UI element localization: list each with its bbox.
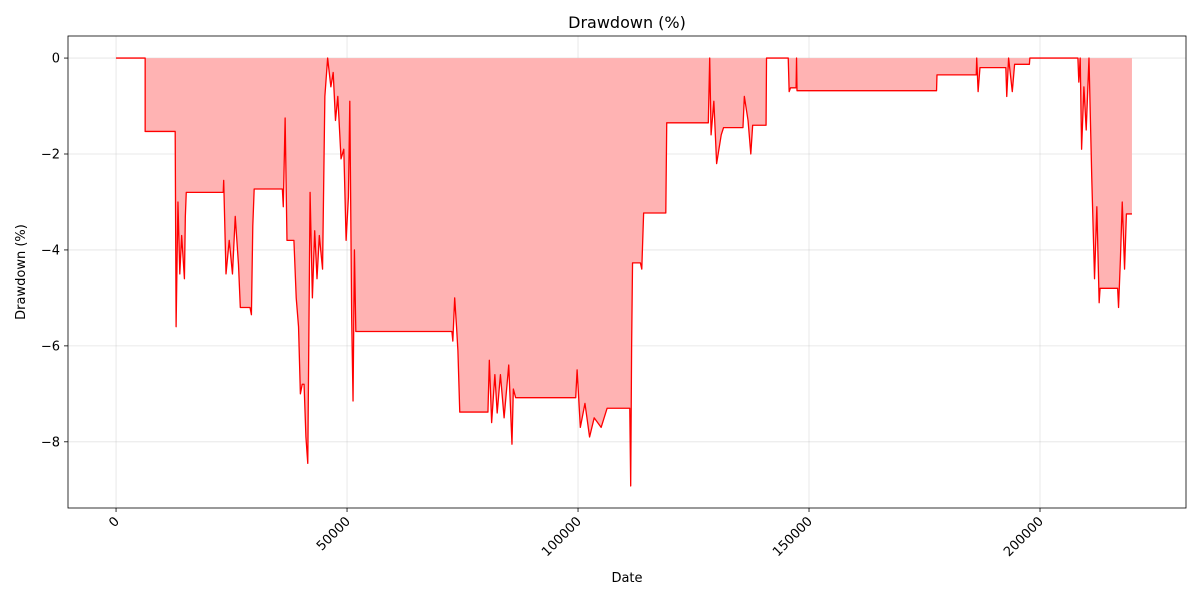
y-tick-label: −2 bbox=[41, 148, 60, 163]
y-tick-label: −8 bbox=[41, 435, 60, 450]
y-tick-label: −4 bbox=[41, 243, 60, 258]
axes-frame bbox=[67, 35, 1187, 509]
y-tick-label: −6 bbox=[41, 339, 60, 354]
chart-title: Drawdown (%) bbox=[568, 13, 686, 32]
y-tick-label: 0 bbox=[52, 52, 60, 67]
y-axis-label: Drawdown (%) bbox=[14, 224, 29, 320]
x-axis-label: Date bbox=[611, 571, 642, 586]
drawdown-area bbox=[116, 58, 1132, 486]
drawdown-line bbox=[116, 57, 1132, 487]
plot bbox=[116, 57, 1132, 487]
